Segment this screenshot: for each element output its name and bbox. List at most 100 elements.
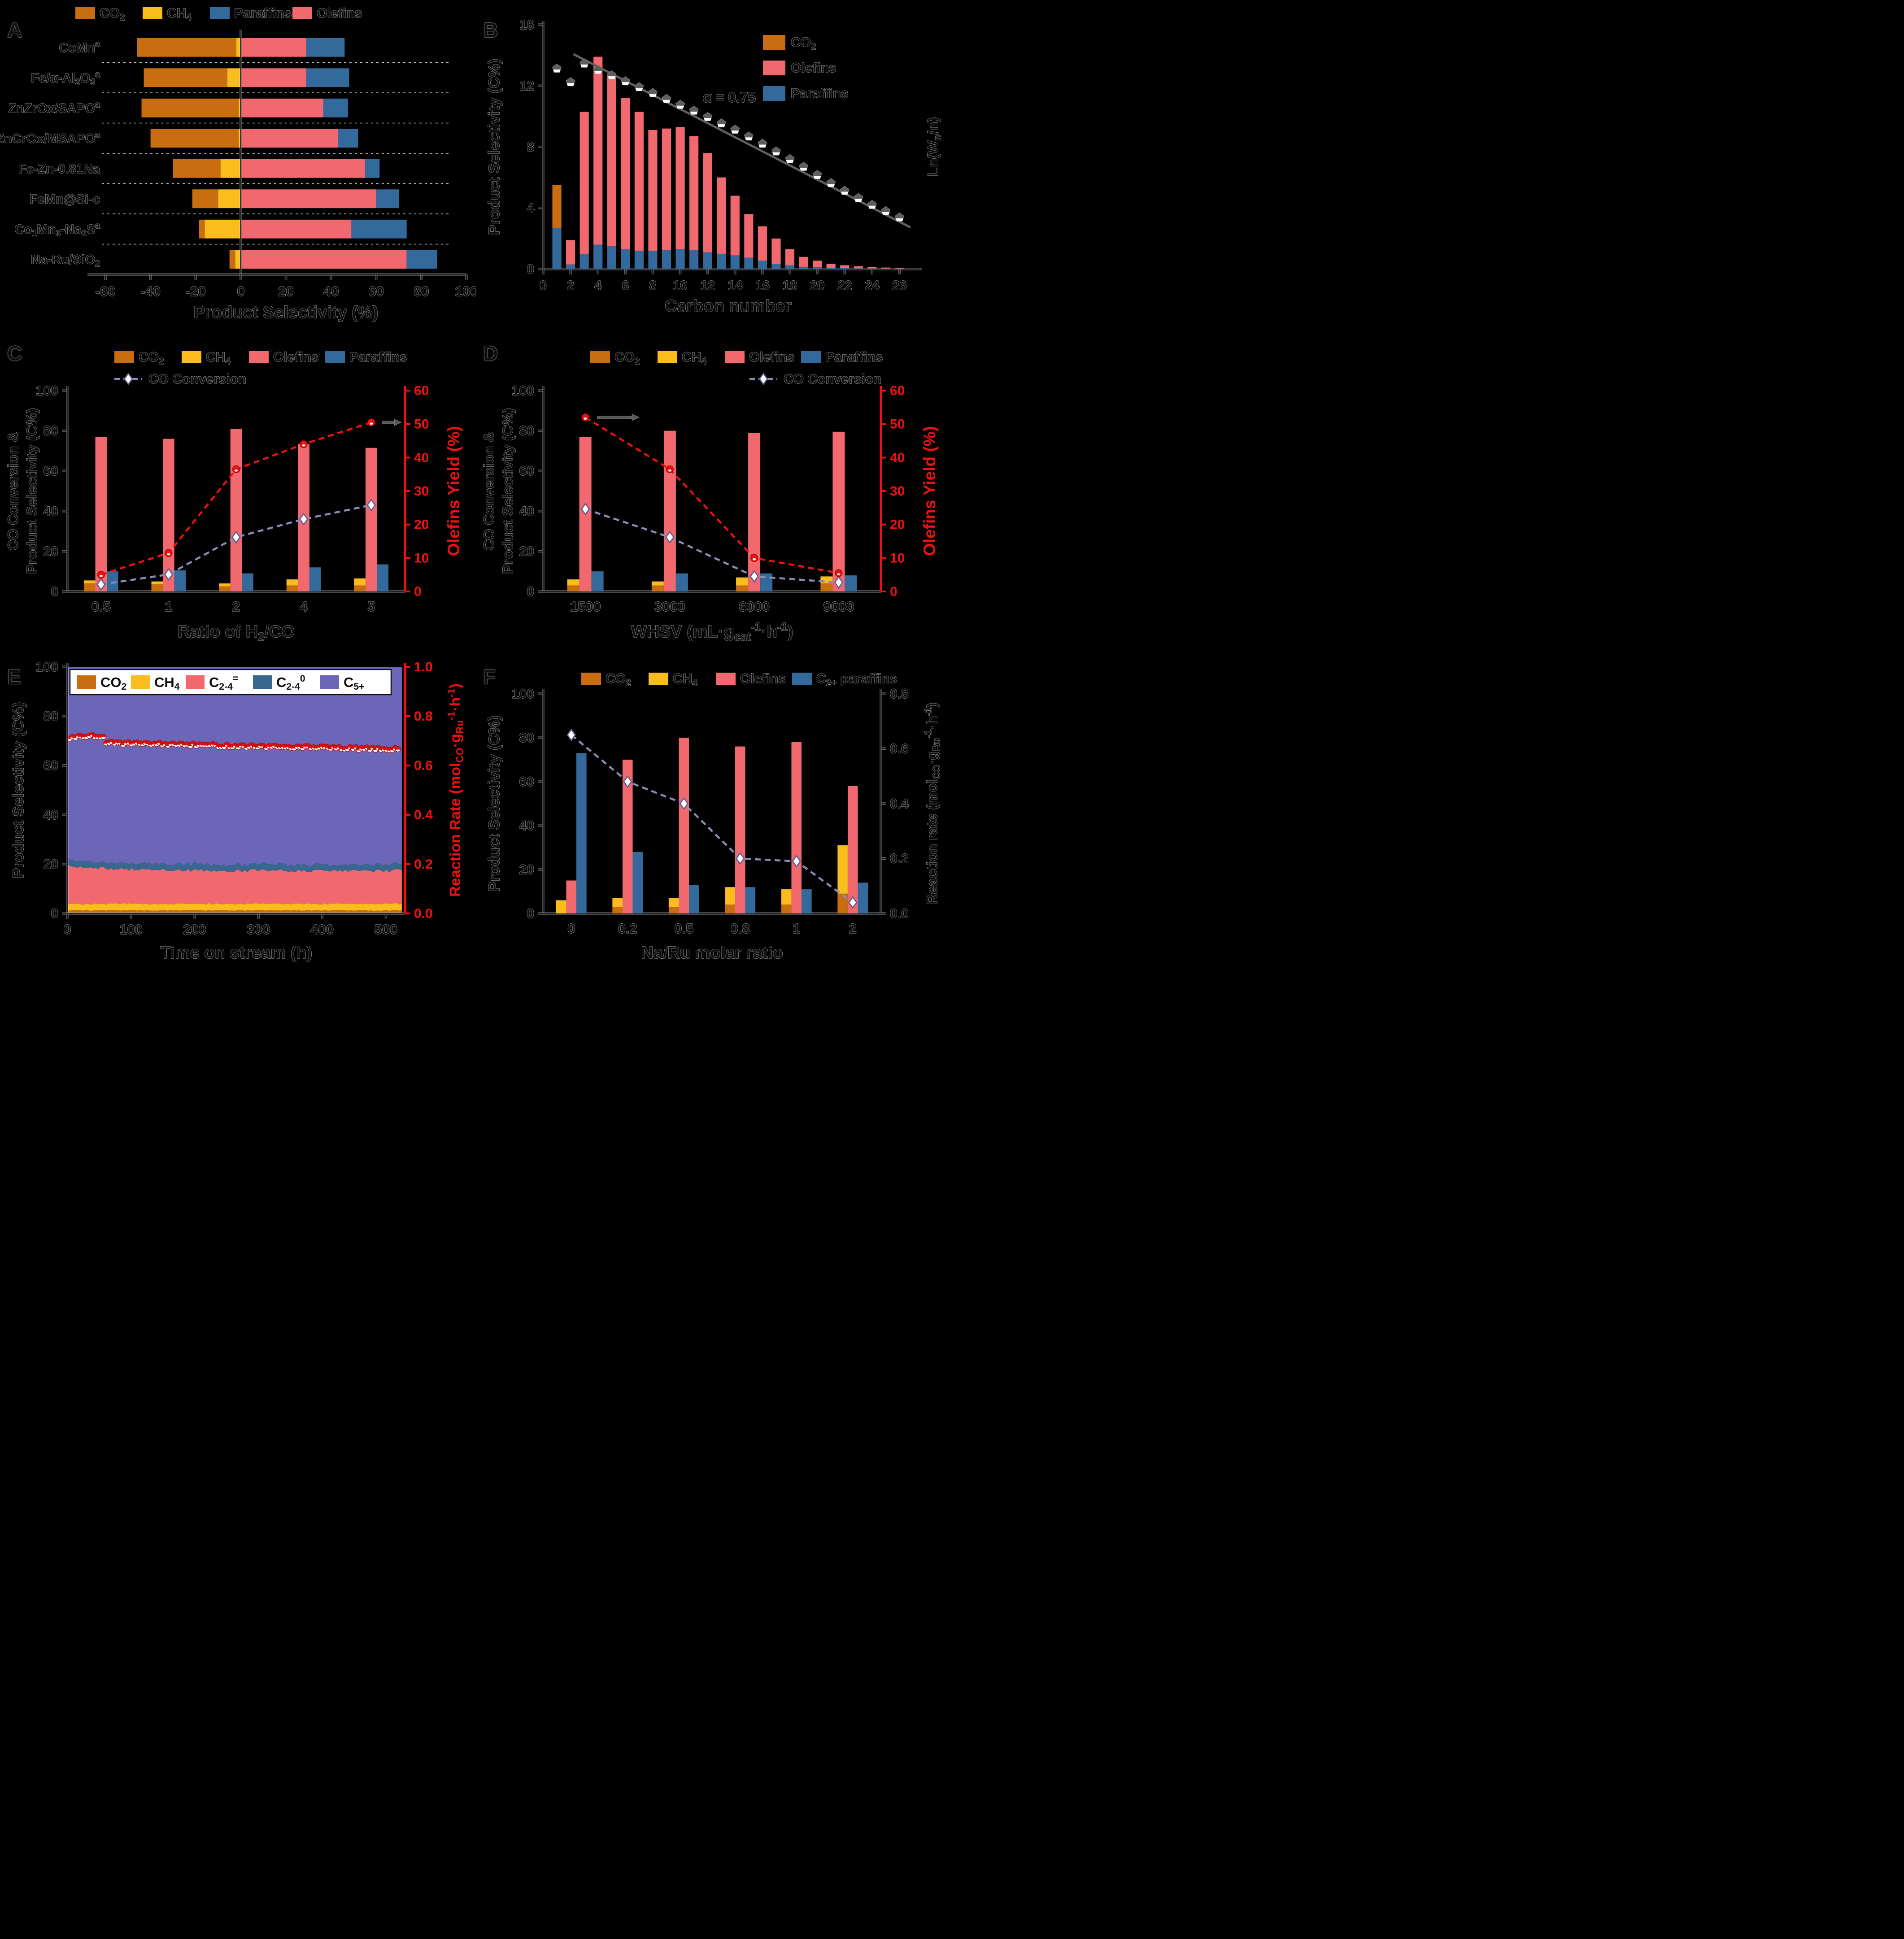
bar-co2	[144, 68, 227, 87]
diamond-marker	[366, 499, 376, 512]
y-tick: 60	[519, 774, 534, 789]
legend-swatch	[325, 351, 345, 363]
category-label: ZnZrOx/SAPOa	[9, 100, 100, 116]
bar-paraffins	[771, 264, 781, 269]
bar-ch4	[151, 581, 163, 585]
y-tick: 0	[527, 906, 534, 921]
bar-olefins	[799, 257, 808, 267]
x-axis-label: Time on stream (h)	[160, 943, 312, 962]
bar-ch4	[220, 159, 241, 178]
y-tick: 100	[512, 383, 534, 398]
legend-label: Paraffins	[234, 6, 292, 21]
diamond-marker	[580, 503, 590, 516]
bar-paraffins	[365, 159, 380, 178]
bar-olefins	[648, 130, 658, 251]
bar-paraffins	[745, 887, 756, 913]
x-tick: 24	[865, 278, 879, 293]
bar-paraffins	[621, 249, 630, 269]
x-axis-label: Ratio of H2/CO	[178, 622, 295, 643]
diamond-marker	[679, 797, 688, 810]
x-tick: 3000	[654, 599, 685, 614]
bar-paraffins	[174, 570, 186, 591]
yield-marker	[97, 570, 105, 579]
bar-ch4	[218, 189, 241, 209]
x-tick: 4	[300, 599, 308, 614]
x-tick: 18	[783, 278, 797, 293]
legend-swatch	[143, 7, 162, 19]
bar-olefins	[675, 127, 685, 249]
legend-label: CO2	[100, 6, 125, 22]
panel-a-letter: A	[7, 18, 22, 42]
x-axis-label: Carbon number	[665, 297, 792, 316]
bar-paraffins	[826, 268, 836, 269]
x-tick: 8	[649, 278, 656, 293]
legend-label: C5+	[344, 674, 364, 692]
y-tick: 0	[527, 262, 534, 277]
y2-tick: 0.8	[890, 687, 909, 701]
legend-label: CO2	[606, 671, 631, 688]
x-tick: 100	[119, 922, 143, 937]
y2-tick: 10	[414, 551, 429, 565]
bar-olefins	[832, 431, 845, 591]
bar-paraffins	[406, 250, 437, 269]
legend-swatch	[716, 673, 736, 685]
bar-paraffins	[675, 249, 685, 269]
bar-paraffins	[758, 261, 767, 269]
bar-olefins	[744, 214, 754, 258]
x-tick: 4	[594, 278, 601, 293]
bar-ch4	[567, 579, 579, 586]
bar-paraffins	[323, 98, 348, 117]
bar-co2	[199, 219, 205, 239]
x-tick: 200	[183, 922, 206, 937]
x-tick: 10	[673, 278, 687, 293]
bar-olefins	[579, 112, 589, 254]
bar-co2	[820, 583, 833, 591]
diamond-marker	[758, 372, 768, 386]
legend-swatch	[210, 7, 230, 19]
y2-axis-label: Reaction Rate (molCO·gRu-1·h-1)	[445, 683, 465, 897]
bar-co2	[354, 585, 366, 591]
bar-paraffins	[689, 885, 699, 913]
bar-paraffins	[338, 129, 358, 148]
bar-olefins	[230, 429, 242, 591]
y-tick: 20	[44, 544, 58, 559]
y2-tick: 40	[890, 450, 905, 465]
bar-paraffins	[744, 257, 754, 269]
x-tick: -20	[186, 283, 206, 299]
x-tick: 1	[165, 599, 172, 614]
bar-co2	[219, 586, 231, 591]
y-axis-label-2: Product Selectivity (C%)	[500, 408, 516, 574]
legend-swatch	[792, 673, 812, 685]
bar-ch4	[236, 38, 241, 57]
yield-marker	[367, 418, 375, 426]
bar-co2	[837, 893, 848, 913]
diamond-marker	[566, 728, 576, 742]
y2-tick: 0.6	[890, 742, 909, 756]
panel-f: F 0 20 40 60 80 100 0.0 0.2 0.4 0.6 0.8 0 0.2 0.5 0.8 1…	[476, 647, 952, 970]
bar-olefins	[703, 153, 712, 252]
y2-tick: 0.4	[414, 808, 433, 822]
y-axis-label: Product Selectivity (C%)	[486, 716, 503, 892]
y-tick: 20	[519, 862, 534, 877]
bar-paraffins	[648, 251, 658, 269]
legend-label: Olefins	[749, 350, 795, 365]
diamond-marker	[231, 530, 241, 544]
bar-co2	[668, 907, 679, 913]
bar-olefins	[785, 249, 795, 265]
bar-ch4	[227, 68, 241, 87]
bar-paraffins	[813, 267, 822, 269]
y-axis-label-1: CO Conversion &	[481, 432, 497, 551]
bar-olefins	[240, 129, 338, 148]
category-label: Co1Mn3-Na2Sa	[15, 221, 101, 239]
bar-olefins	[566, 880, 577, 913]
panel-e: E 0 20 40 60 80 100 0 100 200 300 400 500 0.0 0.2 0.4 0…	[0, 647, 476, 970]
y2-axis-label: Reaction rate (molCO·gRu-1·h-1)	[923, 703, 942, 905]
bar-olefins	[758, 226, 767, 261]
y-tick: 100	[36, 383, 58, 398]
bar-olefins	[95, 437, 107, 591]
alpha-annotation: α = 0.75	[703, 89, 756, 105]
y-tick: 100	[512, 687, 534, 701]
bar-ch4	[837, 845, 848, 894]
bar-olefins	[791, 742, 802, 913]
bar-paraffins	[840, 268, 850, 269]
